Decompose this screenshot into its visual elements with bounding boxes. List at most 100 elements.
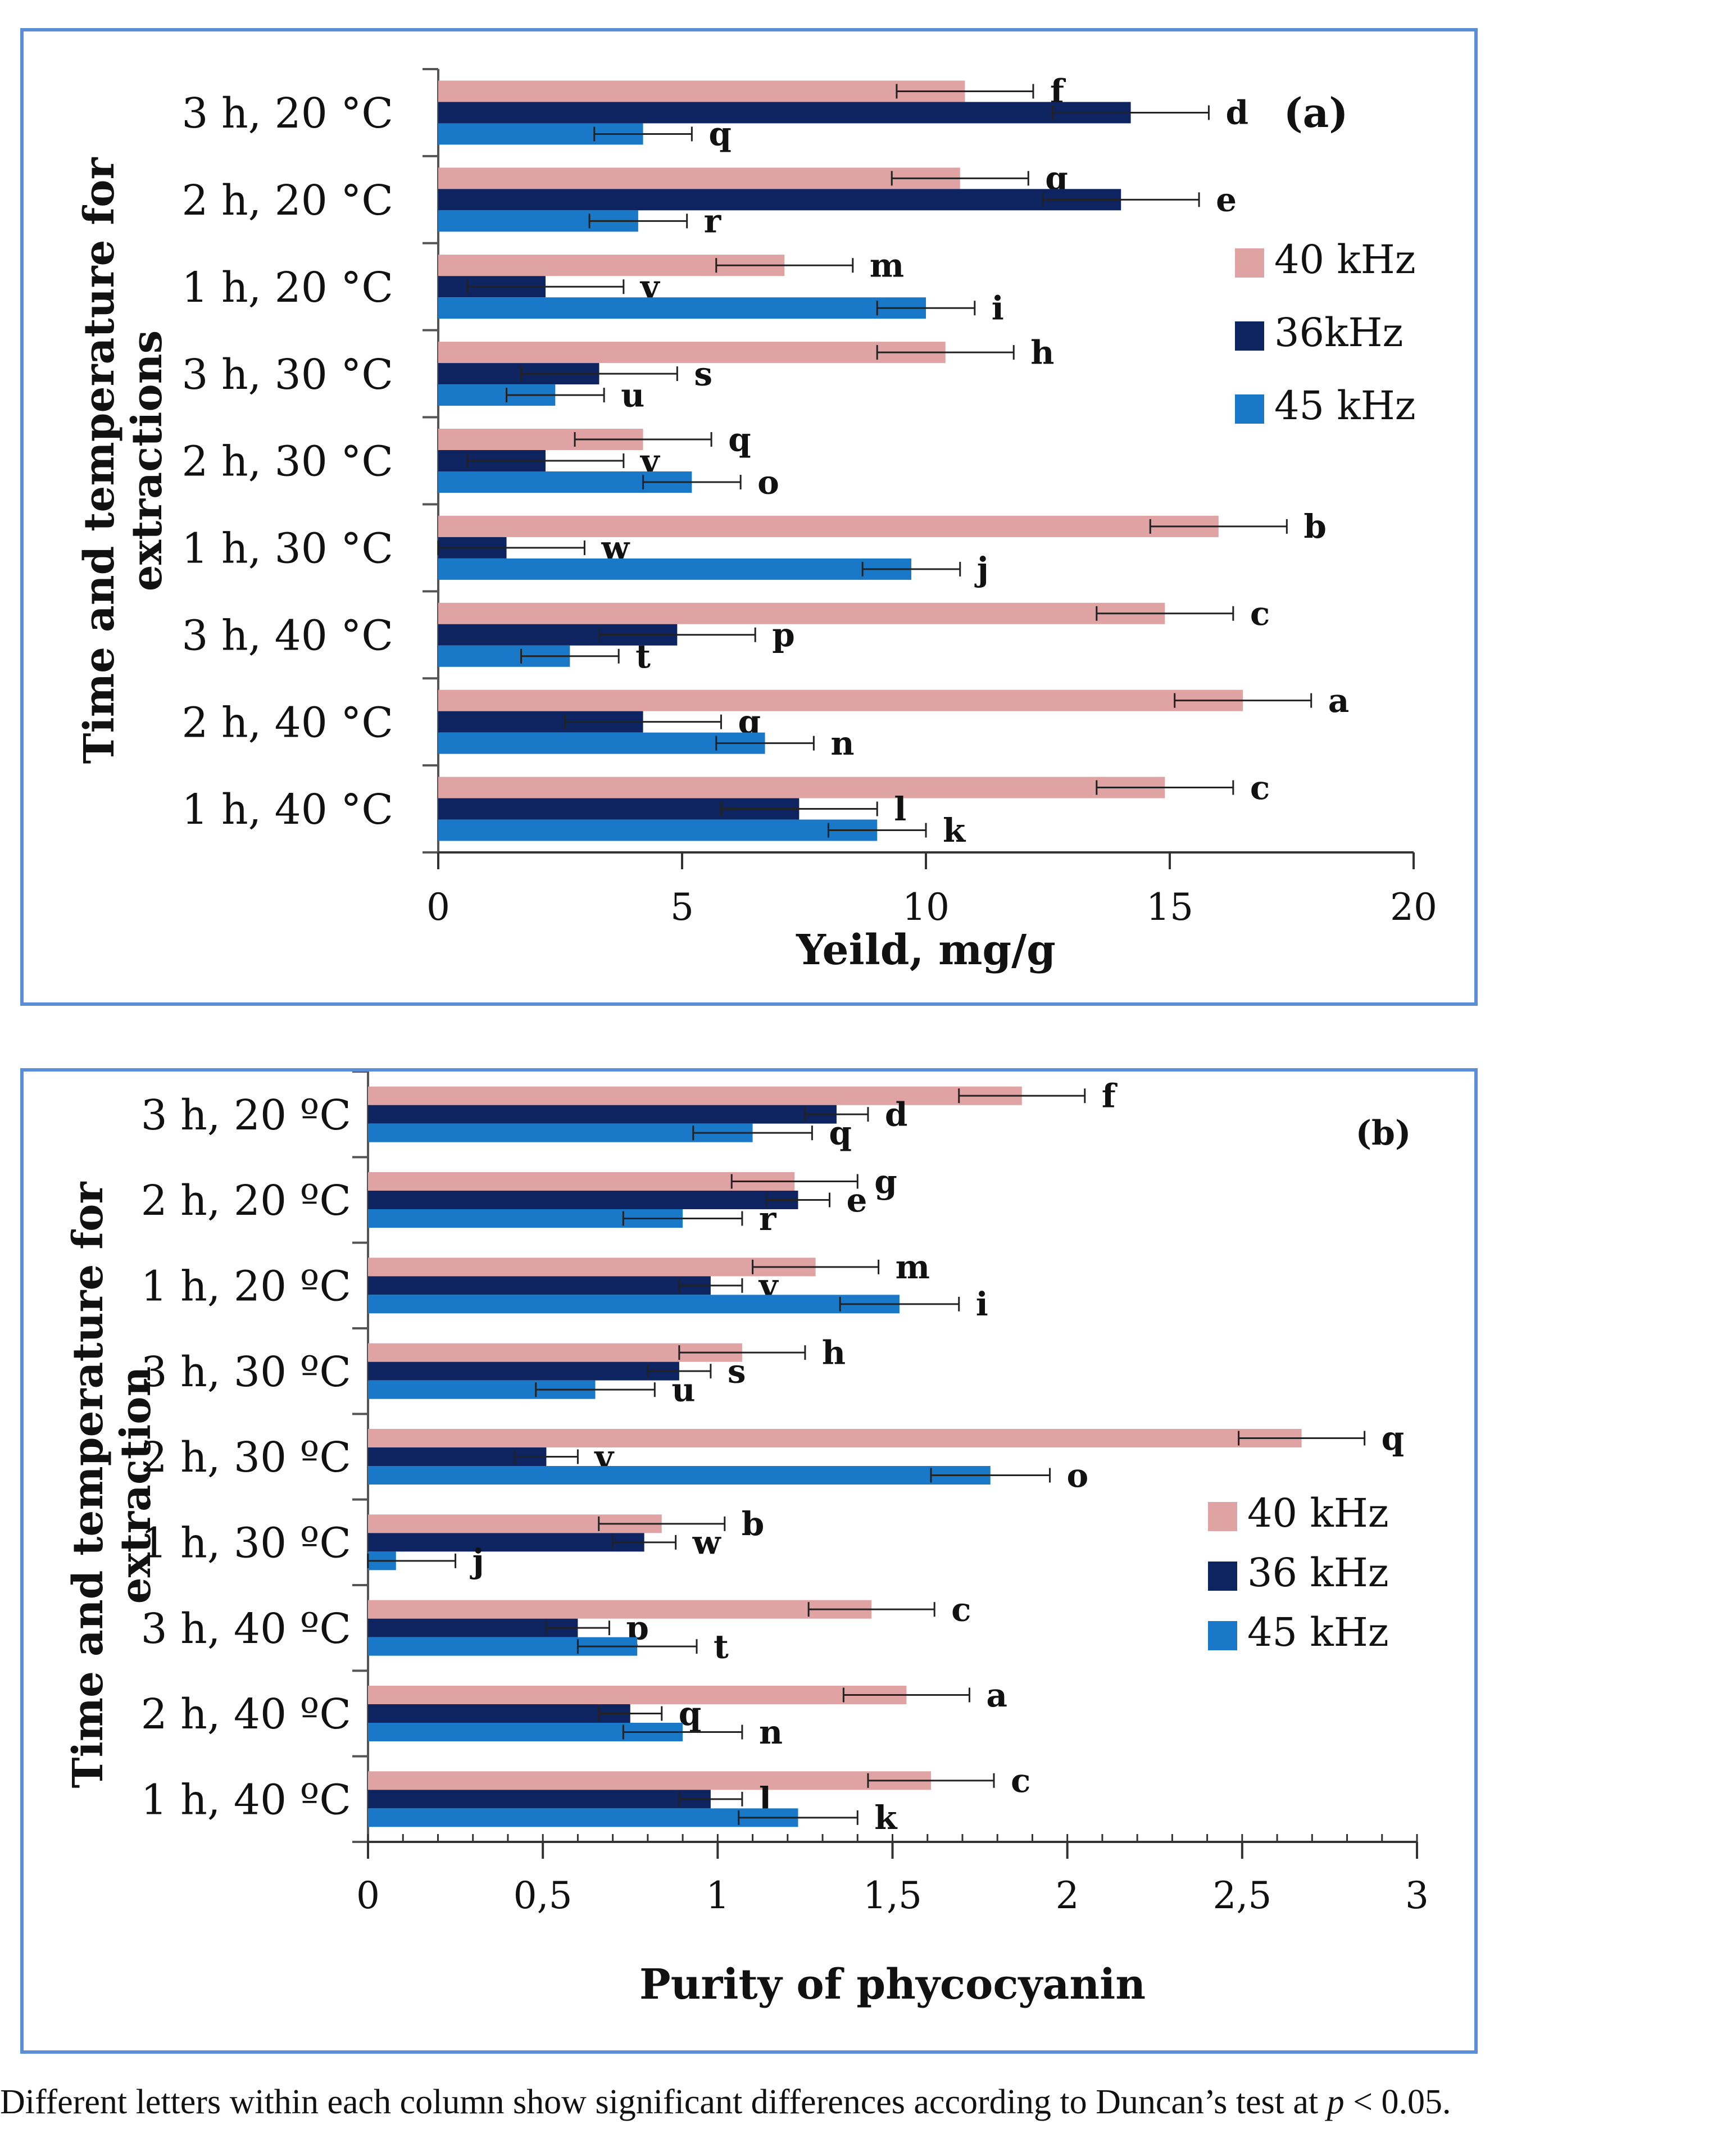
bar [368, 1466, 991, 1485]
significance-letter: k [874, 1799, 898, 1837]
category-label: 2 h, 30 ºC [141, 1433, 351, 1482]
significance-letter: i [992, 289, 1004, 328]
category-label: 3 h, 30 °C [181, 351, 393, 399]
bar [438, 515, 1219, 537]
bar [368, 1105, 837, 1124]
bar [368, 1618, 578, 1637]
significance-letter: r [759, 1200, 777, 1238]
category-label: 3 h, 40 ºC [141, 1605, 351, 1653]
legend-label: 40 kHz [1247, 1490, 1389, 1536]
bar [368, 1771, 931, 1790]
x-axis-title: Yeild, mg/g [796, 926, 1056, 974]
bar [438, 189, 1121, 211]
bar [438, 777, 1165, 798]
y-axis-title-line: extractions [123, 330, 171, 592]
legend-label: 45 kHz [1247, 1609, 1389, 1655]
significance-letter: h [822, 1333, 846, 1372]
x-tick-label: 1 [706, 1874, 729, 1917]
significance-letter: w [692, 1523, 722, 1562]
significance-letter: t [635, 637, 651, 675]
category-label: 3 h, 20 °C [181, 89, 393, 138]
x-tick-label: 0 [426, 886, 450, 929]
legend: 40 kHz 36kHz 45 kHz [1235, 237, 1416, 429]
x-axis-title: Purity of phycocyanin [639, 1960, 1146, 2009]
bar [368, 1086, 1022, 1105]
significance-letter: q [708, 115, 732, 153]
significance-letter: l [894, 790, 906, 828]
category-label: 3 h, 40 °C [181, 611, 393, 660]
category-label: 2 h, 20 °C [181, 176, 393, 225]
significance-letter: q [728, 420, 751, 459]
significance-letter: c [1011, 1762, 1030, 1800]
bar [438, 819, 878, 841]
significance-letter: a [1328, 682, 1350, 720]
x-tick-label: 0,5 [514, 1874, 573, 1917]
significance-letter: n [830, 724, 854, 762]
y-axis-title: Time and temperature forextractions [75, 157, 171, 764]
significance-letter: j [470, 1542, 484, 1580]
bar [368, 1704, 630, 1723]
significance-letter: r [704, 202, 722, 240]
bar [438, 102, 1131, 124]
caption-tail: < 0.05. [1344, 2083, 1451, 2121]
x-tick-label: 2,5 [1212, 1874, 1271, 1917]
significance-letter: o [1067, 1456, 1089, 1495]
significance-letter: g [874, 1163, 897, 1201]
significance-letter: c [1250, 769, 1270, 807]
significance-letter: q [829, 1114, 852, 1152]
legend-swatch [1235, 394, 1264, 424]
category-label: 1 h, 20 °C [181, 264, 393, 312]
bar [438, 558, 911, 580]
axes: 0 5 10 15 20 [423, 68, 1437, 929]
bar [368, 1533, 644, 1552]
bar [368, 1790, 711, 1809]
significance-letter: i [976, 1285, 988, 1323]
x-tick-label: 3 [1405, 1874, 1429, 1917]
significance-letter: e [846, 1181, 867, 1219]
y-axis-title: Time and temperature forextraction [64, 1182, 160, 1789]
x-tick-label: 1,5 [863, 1874, 922, 1917]
caption-p-symbol: p [1327, 2083, 1345, 2121]
significance-letter: s [728, 1352, 746, 1390]
legend-swatch [1208, 1562, 1237, 1591]
significance-letter: p [772, 616, 795, 654]
bar [368, 1191, 798, 1209]
y-axis-title-line: extraction [112, 1367, 160, 1604]
legend-label: 36kHz [1274, 310, 1403, 356]
x-tick-label: 2 [1056, 1874, 1079, 1917]
significance-letter: c [951, 1590, 971, 1628]
significance-letter: b [1303, 507, 1327, 546]
bar [368, 1258, 816, 1277]
bar [438, 167, 960, 189]
significance-letter: c [1250, 594, 1270, 633]
legend-swatch [1235, 321, 1264, 351]
legend-label: 40 kHz [1274, 237, 1416, 283]
x-tick-label: 0 [356, 1874, 380, 1917]
panel-label: (a) [1284, 89, 1348, 137]
category-label: 3 h, 30 ºC [141, 1348, 351, 1396]
significance-letter: k [943, 811, 966, 850]
bar [368, 1808, 798, 1827]
significance-letter: h [1030, 333, 1054, 371]
significance-letter: q [1382, 1419, 1405, 1458]
category-label: 1 h, 30 °C [181, 525, 393, 573]
bar [368, 1429, 1302, 1447]
bar [368, 1276, 711, 1295]
significance-letter: d [885, 1095, 908, 1133]
x-tick-label: 5 [670, 886, 694, 929]
significance-letter: o [757, 463, 779, 501]
x-tick-label: 10 [902, 886, 950, 929]
significance-letter: u [671, 1370, 695, 1409]
significance-letter: m [870, 247, 904, 285]
chart-panel-a: 0 5 10 15 20 3 h, 20 °C f d q 2 h, 20 °C g e r 1 h, 2… [20, 28, 1478, 1006]
category-label: 1 h, 40 ºC [141, 1776, 351, 1824]
bar [368, 1686, 907, 1704]
significance-letter: m [896, 1248, 930, 1286]
significance-letter: t [714, 1627, 729, 1665]
significance-letter: d [1225, 94, 1248, 132]
figure-caption: Different letters within each column sho… [0, 2082, 1735, 2122]
bar [438, 80, 965, 102]
category-label: 2 h, 20 ºC [141, 1177, 351, 1225]
legend-label: 45 kHz [1274, 383, 1416, 429]
